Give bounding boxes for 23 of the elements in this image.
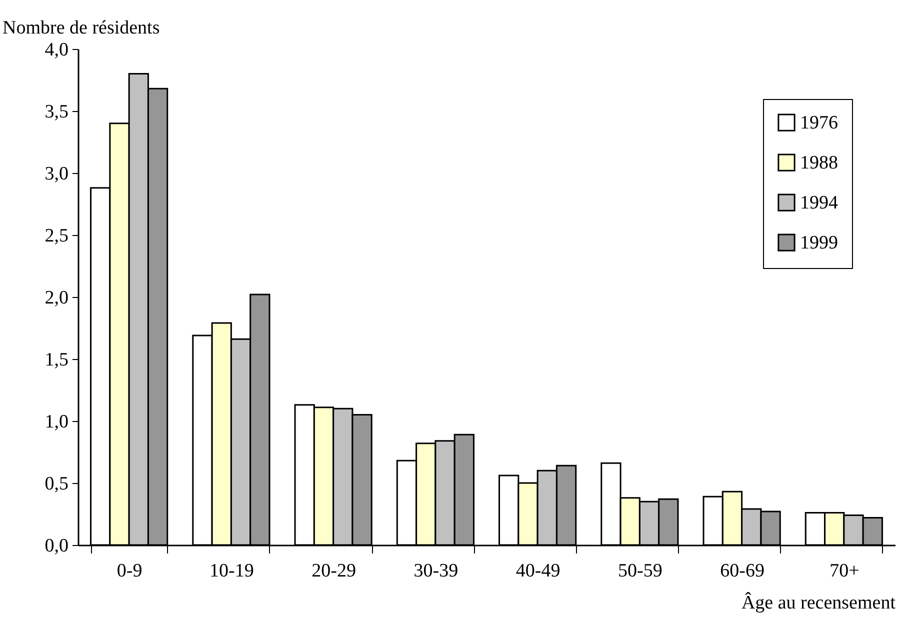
y-tick-label: 3,5 xyxy=(44,102,68,122)
y-tick-label: 1,0 xyxy=(44,412,68,432)
x-tick-label: 20-29 xyxy=(312,560,356,582)
y-tick-label: 3,0 xyxy=(44,164,68,184)
x-axis-title: Âge au recensement xyxy=(741,592,896,614)
x-tick-label: 60-69 xyxy=(720,560,764,582)
y-axis-title: Nombre de résidents xyxy=(2,18,160,38)
x-tick-label: 70+ xyxy=(830,560,860,582)
x-tick-label: 50-59 xyxy=(618,560,662,582)
legend-label: 1999 xyxy=(800,232,838,254)
y-tick-label: 0,0 xyxy=(44,536,68,556)
y-tick-label: 1,5 xyxy=(44,350,68,370)
y-tick-label: 0,5 xyxy=(44,474,68,494)
legend-label: 1976 xyxy=(800,112,838,134)
x-tick-label: 0-9 xyxy=(116,560,142,582)
y-tick-label: 2,5 xyxy=(44,226,68,246)
x-tick-label: 40-49 xyxy=(516,560,560,582)
x-tick-label: 10-19 xyxy=(210,560,254,582)
y-tick-label: 2,0 xyxy=(44,288,68,308)
legend-label: 1988 xyxy=(800,152,838,174)
y-tick-label: 4,0 xyxy=(44,40,68,60)
x-tick-label: 30-39 xyxy=(414,560,458,582)
legend-label: 1994 xyxy=(800,192,838,214)
